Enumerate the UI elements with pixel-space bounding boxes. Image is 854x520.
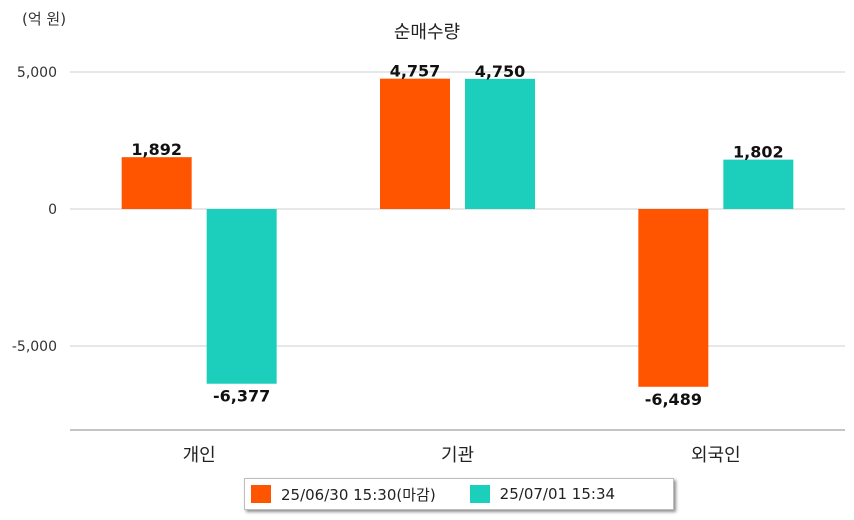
x-tick-label: 외국인: [691, 445, 741, 466]
x-tick-label: 기관: [441, 445, 474, 466]
data-label: 1,802: [733, 143, 784, 162]
data-label: 4,757: [390, 62, 441, 81]
legend-label-series-2: 25/07/01 15:34: [499, 485, 616, 503]
legend-swatch-series-1: [251, 485, 271, 503]
data-label: 1,892: [131, 140, 182, 159]
x-tick-label: 개인: [183, 445, 216, 466]
legend-item-series-2[interactable]: 25/07/01 15:34: [469, 485, 616, 503]
chart-title: 순매수량: [393, 22, 461, 43]
data-label: -6,377: [213, 387, 270, 406]
data-label: -6,489: [645, 390, 702, 409]
bar-기관-series-1: [380, 78, 450, 209]
legend-label-series-1: 25/06/30 15:30(마감): [281, 485, 436, 504]
legend-swatch-series-2: [469, 485, 490, 503]
legend: 25/06/30 15:30(마감) 25/07/01 15:34: [244, 478, 674, 510]
data-label: 4,750: [475, 62, 526, 81]
unit-label: (억 원): [22, 10, 67, 28]
bar-개인-series-2: [206, 209, 277, 384]
bar-외국인-series-2: [723, 159, 794, 209]
y-tick-label: -5,000: [12, 339, 57, 355]
legend-item-series-1[interactable]: 25/06/30 15:30(마감): [251, 484, 436, 505]
bar-기관-series-2: [465, 78, 535, 209]
y-tick-label: 5,000: [17, 65, 57, 81]
y-tick-label: 0: [48, 202, 57, 218]
bar-개인-series-1: [121, 157, 192, 209]
bar-외국인-series-1: [638, 209, 709, 387]
